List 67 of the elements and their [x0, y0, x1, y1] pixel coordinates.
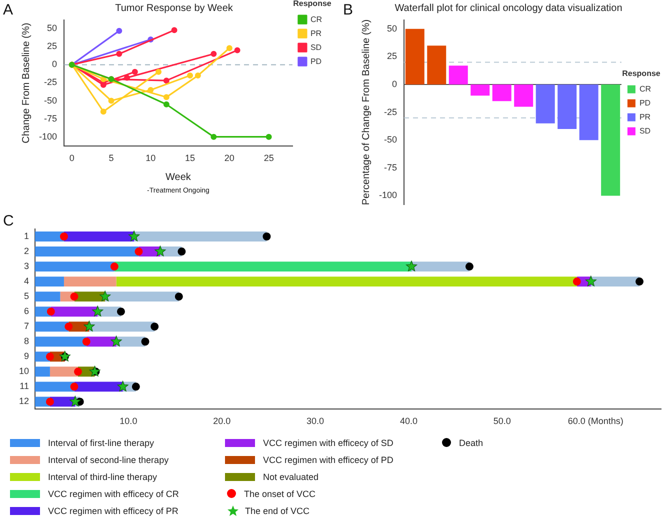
legend-label: PD	[310, 56, 322, 66]
text: B	[343, 2, 354, 19]
x-tick-label: 10.0	[120, 416, 138, 426]
legend-label: Interval of second-line therapy	[48, 454, 169, 464]
y-axis-title: Percentage of Change From Baseline (%)	[360, 19, 372, 206]
legend-title: Response	[622, 68, 661, 78]
y-tick-label: 50	[47, 23, 58, 34]
x-tick-label: 0	[69, 153, 74, 164]
y-tick-label: 11	[20, 381, 30, 392]
legend-label: VCC regimen with efficecy of CR	[48, 488, 179, 498]
legend-label: VCC regimen with efficecy of PD	[263, 454, 394, 464]
x-tick-label: 25	[264, 153, 274, 164]
y-tick-label: -100	[379, 190, 398, 200]
y-tick-label: 2	[24, 246, 30, 256]
y-tick-label: 25	[47, 41, 58, 52]
y-tick-label: 0	[392, 78, 398, 89]
legend-label: CR	[639, 84, 652, 94]
text: C	[3, 212, 14, 230]
legend-label: The end of VCC	[245, 506, 310, 516]
legend-label: CR	[310, 14, 322, 24]
y-tick-label: 3	[24, 261, 30, 272]
text: A	[3, 2, 14, 19]
legend-label: PR	[310, 28, 322, 38]
legend-title: Response	[293, 0, 332, 8]
y-tick-label: 5	[24, 291, 30, 302]
legend-label: PR	[639, 112, 651, 122]
y-tick-label: -75	[44, 113, 58, 124]
legend-label: Death	[459, 438, 484, 448]
legend-label: Interval of first-line therapy	[48, 438, 154, 448]
y-tick-label: -100	[39, 131, 58, 142]
legend-label: PD	[639, 98, 651, 108]
x-tick-label: 5	[108, 153, 114, 164]
legend-label: SD	[639, 126, 651, 136]
y-tick-label: 1	[24, 230, 30, 241]
x-tick-label: 15	[185, 153, 196, 164]
x-tick-label: 40.0	[400, 416, 418, 426]
x-tick-label: 50.0	[493, 416, 511, 426]
y-tick-label: 4	[24, 276, 30, 286]
y-tick-label: 6	[24, 306, 30, 316]
x-tick-label: 60.0 (Months)	[568, 416, 624, 426]
y-tick-label: 9	[24, 351, 30, 362]
y-tick-label: 25	[387, 51, 398, 62]
x-axis-title: Week	[166, 172, 192, 183]
legend-label: Interval of third-line therapy	[48, 472, 158, 482]
legend-label: The onset of VCC	[244, 488, 316, 498]
y-tick-label: 8	[24, 336, 30, 346]
y-tick-label: 7	[24, 321, 30, 332]
x-tick-label: 20.0	[213, 416, 231, 426]
y-tick-label: -25	[44, 77, 58, 88]
y-tick-label: -50	[384, 134, 398, 145]
legend-label: Not evaluated	[263, 472, 319, 482]
y-tick-label: -25	[384, 106, 398, 117]
y-tick-label: -75	[384, 162, 398, 172]
legend-label: VCC regimen with efficecy of PR	[48, 506, 178, 516]
y-tick-label: 50	[387, 23, 398, 34]
y-tick-label: 12	[18, 396, 30, 406]
y-axis-title: Change From Baseline (%)	[20, 22, 32, 144]
y-tick-label: 10	[18, 366, 30, 376]
x-tick-label: 10	[146, 153, 156, 164]
chart-title: Tumor Response by Week	[115, 2, 234, 14]
chart-title: Waterfall plot for clinical oncology data visualization	[394, 2, 622, 14]
y-tick-label: 0	[52, 59, 58, 70]
y-tick-label: -50	[44, 95, 58, 106]
legend-label: VCC regimen with efficecy of SD	[263, 438, 394, 448]
x-tick-label: 30.0	[306, 416, 324, 426]
legend-label: SD	[310, 42, 322, 52]
x-tick-label: 20	[224, 153, 234, 164]
